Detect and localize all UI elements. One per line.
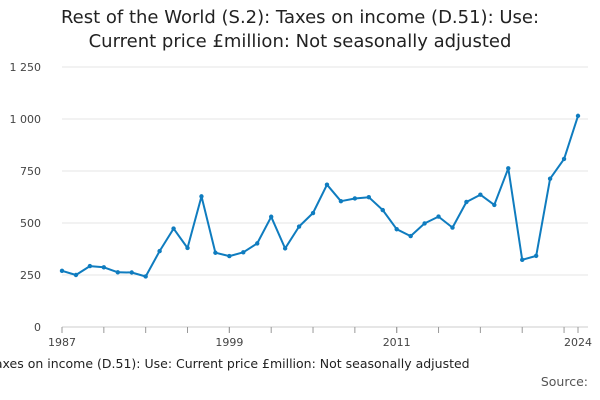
- data-point: [199, 194, 204, 199]
- data-point: [213, 250, 218, 255]
- data-point: [296, 224, 302, 229]
- chart-title-line-1: Rest of the World (S.2): Taxes on income…: [60, 7, 540, 28]
- y-tick-label: 500: [20, 217, 41, 230]
- data-point: [157, 248, 162, 254]
- x-tick-label: 1999: [215, 336, 243, 349]
- data-point: [185, 245, 190, 251]
- data-point: [255, 241, 260, 246]
- data-point: [352, 196, 358, 201]
- data-point: [450, 225, 455, 230]
- chart-title: Rest of the World (S.2): Taxes on income…: [0, 6, 600, 54]
- data-point: [282, 246, 288, 251]
- data-point: [73, 272, 79, 278]
- data-point: [492, 202, 497, 208]
- data-point: [506, 166, 511, 171]
- y-tick-label: 250: [20, 269, 41, 282]
- data-point: [310, 210, 316, 216]
- data-point: [171, 226, 176, 231]
- data-point: [101, 265, 107, 270]
- x-tick-label: 2024: [564, 336, 592, 349]
- data-point: [478, 192, 483, 197]
- x-tick-label: 2011: [383, 336, 411, 349]
- data-point: [422, 221, 427, 226]
- data-point: [547, 176, 553, 181]
- data-point: [143, 274, 148, 279]
- data-point: [464, 199, 469, 205]
- data-point: [394, 227, 399, 232]
- data-point: [366, 195, 372, 200]
- series-line: [61, 114, 579, 278]
- y-tick-label: 1 250: [10, 61, 42, 74]
- data-point: [436, 214, 441, 219]
- data-point: [241, 250, 246, 255]
- x-tick-label: 1987: [48, 336, 76, 349]
- data-point: [87, 263, 93, 269]
- data-point: [338, 198, 344, 204]
- data-point: [324, 182, 330, 187]
- data-point: [561, 156, 567, 162]
- chart-title-line-2: Current price £million: Not seasonally a…: [88, 31, 512, 52]
- data-point: [520, 257, 525, 263]
- chart-subtitle: Rest of the World (S.2): Taxes on income…: [0, 356, 600, 372]
- y-tick-label: 1 000: [10, 113, 42, 126]
- y-tick-label: 750: [20, 165, 41, 178]
- source-label: Source:: [540, 374, 588, 389]
- y-tick-label: 0: [34, 321, 41, 334]
- data-point: [227, 253, 232, 259]
- data-point: [115, 270, 120, 275]
- chart-subtitle-text: Rest of the World (S.2): Taxes on income…: [0, 356, 470, 371]
- data-point: [380, 207, 385, 213]
- data-point: [59, 268, 65, 274]
- data-point: [408, 233, 413, 239]
- data-point: [533, 253, 539, 259]
- data-point: [268, 214, 274, 219]
- data-point: [575, 113, 581, 119]
- data-point: [129, 270, 134, 275]
